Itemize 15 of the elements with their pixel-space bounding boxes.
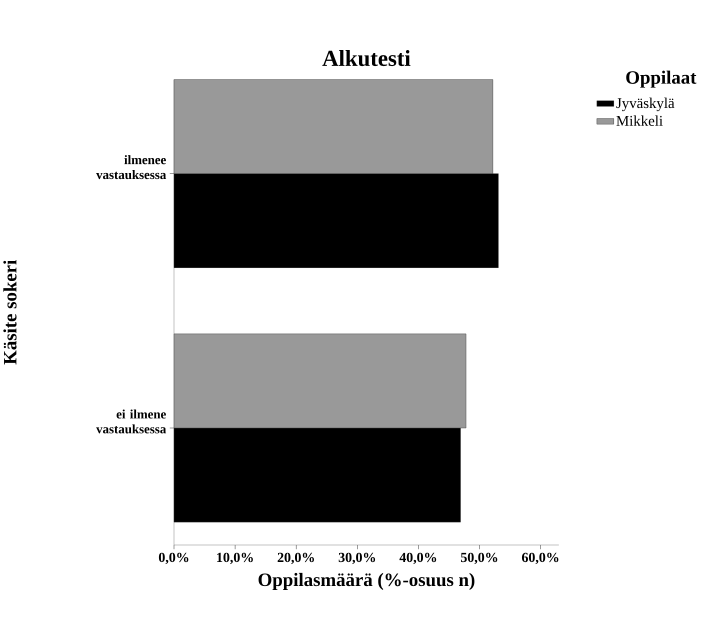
x-tick-label: 60,0% (522, 552, 558, 564)
y-axis-title: Käsite sokeri (3, 260, 17, 365)
x-tick-label: 40,0% (399, 552, 436, 564)
x-tick-label: 30,0% (338, 552, 376, 564)
x-tick-label: 0,0% (158, 552, 188, 564)
y-tick-label: ilmenee vastauksessa (96, 155, 166, 180)
legend-label: Jyväskylä (616, 98, 674, 112)
legend-title: Oppilaat (626, 70, 696, 88)
x-tick-label: 10,0% (217, 552, 253, 564)
chart-title: Alkutesti (322, 50, 410, 66)
x-tick-label: 20,0% (278, 552, 314, 564)
x-axis-title: Oppilasmäärä (%-osuus n) (258, 573, 474, 590)
x-tick-label: 50,0% (460, 552, 498, 564)
y-tick-label: ei ilmene vastauksessa (96, 410, 166, 434)
legend-label: Mikkeli (616, 116, 663, 126)
